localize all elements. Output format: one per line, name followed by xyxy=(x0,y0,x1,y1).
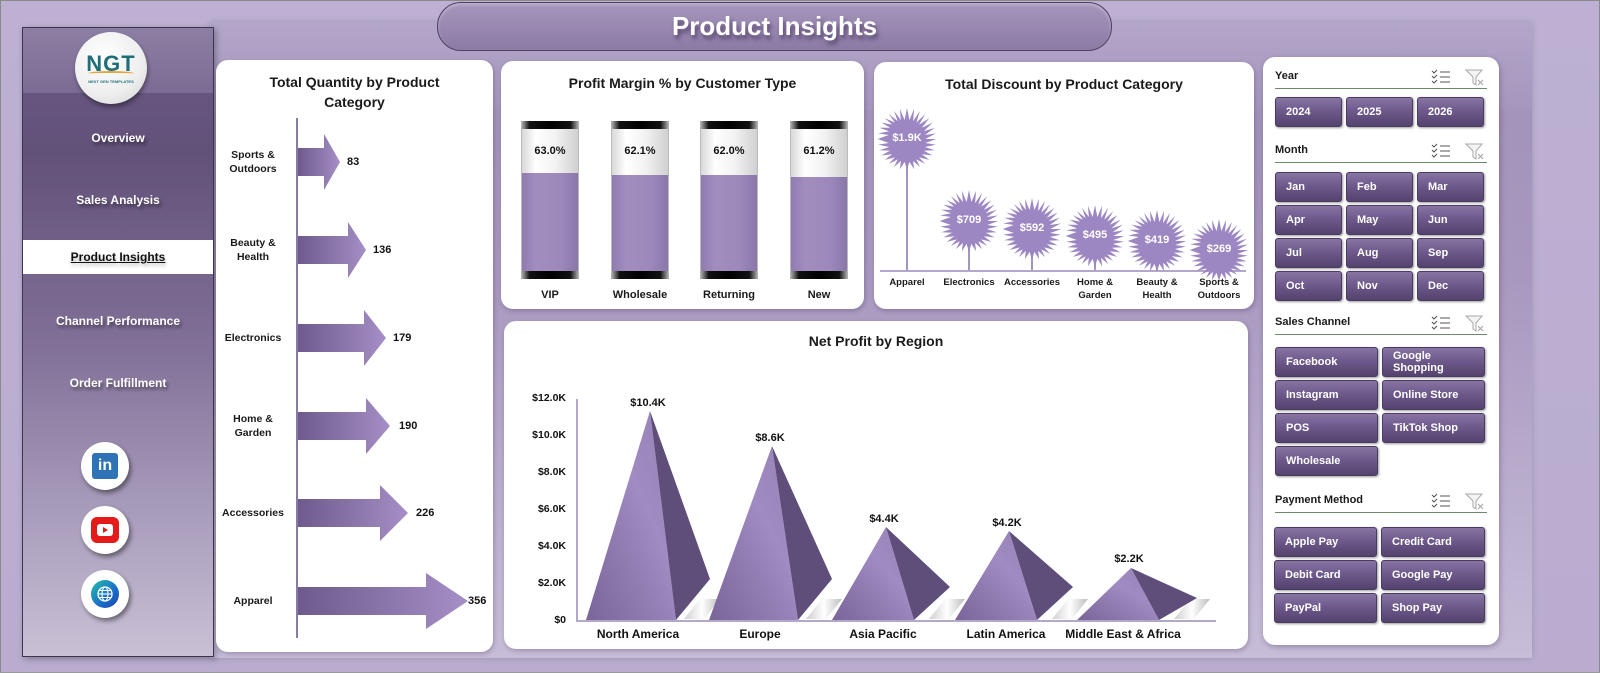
clear-filter-icon[interactable] xyxy=(1465,315,1485,333)
filter-panel: Year 2024 2025 2026 Month Jan Feb Mar Ap… xyxy=(1263,57,1499,645)
filter-channel-instagram[interactable]: Instagram xyxy=(1275,380,1378,410)
multi-select-icon[interactable] xyxy=(1431,493,1451,511)
multi-select-icon[interactable] xyxy=(1431,315,1451,333)
discount-chart-card: Total Discount by Product Category $1.9K… xyxy=(874,62,1254,309)
page-title-bar: Product Insights xyxy=(437,2,1112,51)
quantity-bar: Electronics 179 xyxy=(216,310,486,366)
globe-icon xyxy=(91,580,119,608)
filter-month-sep[interactable]: Sep xyxy=(1417,238,1484,268)
website-button[interactable] xyxy=(81,570,129,618)
filter-month-dec[interactable]: Dec xyxy=(1417,271,1484,301)
filter-payment-debit-card[interactable]: Debit Card xyxy=(1274,560,1377,590)
sidebar-item-product-insights[interactable]: Product Insights xyxy=(23,240,213,274)
ngt-logo: NGT NEXT GEN TEMPLATES xyxy=(75,32,147,104)
filter-payment-paypal[interactable]: PayPal xyxy=(1274,593,1377,623)
quantity-bar: Accessories 226 xyxy=(216,485,486,541)
arrow-bar xyxy=(298,485,408,541)
sidebar-item-order-fulfillment[interactable]: Order Fulfillment xyxy=(69,376,167,390)
quantity-bar: Home & Garden 190 xyxy=(216,398,486,454)
year-slicer-header: Year xyxy=(1275,67,1487,89)
arrow-bar xyxy=(298,134,340,190)
margin-bar-new: 61.2% xyxy=(790,121,848,279)
linkedin-icon: in xyxy=(92,453,118,479)
sales-channel-slicer-header: Sales Channel xyxy=(1275,313,1487,335)
arrow-bar xyxy=(298,573,468,629)
discount-baseline xyxy=(880,270,1246,272)
y-axis xyxy=(576,399,578,621)
filter-payment-google-pay[interactable]: Google Pay xyxy=(1381,560,1485,590)
margin-bar-returning: 62.0% xyxy=(700,121,758,279)
filter-year-2024[interactable]: 2024 xyxy=(1275,97,1342,127)
net-profit-card: Net Profit by Region $0 $2.0K $4.0K $6.0… xyxy=(504,321,1248,649)
filter-month-oct[interactable]: Oct xyxy=(1275,271,1342,301)
quantity-bar: Beauty & Health 136 xyxy=(216,222,486,278)
arrow-bar xyxy=(298,398,390,454)
quantity-chart-title: Total Quantity by Product Category xyxy=(269,74,440,110)
filter-payment-shop-pay[interactable]: Shop Pay xyxy=(1381,593,1485,623)
pyramid-bars xyxy=(586,411,1210,620)
filter-channel-online-store[interactable]: Online Store xyxy=(1382,380,1485,410)
profit-margin-card: Profit Margin % by Customer Type 63.0% V… xyxy=(501,61,864,309)
clear-filter-icon[interactable] xyxy=(1465,143,1485,161)
quantity-bar: Sports & Outdoors 83 xyxy=(216,134,486,190)
filter-month-jul[interactable]: Jul xyxy=(1275,238,1342,268)
filter-month-feb[interactable]: Feb xyxy=(1346,172,1413,202)
filter-year-2025[interactable]: 2025 xyxy=(1346,97,1413,127)
filter-month-jan[interactable]: Jan xyxy=(1275,172,1342,202)
filter-year-2026[interactable]: 2026 xyxy=(1417,97,1484,127)
linkedin-button[interactable]: in xyxy=(81,442,129,490)
margin-bar-wholesale: 62.1% xyxy=(611,121,669,279)
arrow-bar xyxy=(298,222,366,278)
month-slicer-header: Month xyxy=(1275,141,1487,163)
sidebar-item-channel-performance[interactable]: Channel Performance xyxy=(55,314,181,328)
profit-margin-title: Profit Margin % by Customer Type xyxy=(568,75,797,91)
multi-select-icon[interactable] xyxy=(1431,143,1451,161)
filter-payment-apple-pay[interactable]: Apple Pay xyxy=(1274,527,1377,557)
quantity-chart-card: Total Quantity by Product Category Sport… xyxy=(216,60,493,652)
x-axis xyxy=(576,620,1216,622)
youtube-icon xyxy=(91,517,119,543)
filter-payment-credit-card[interactable]: Credit Card xyxy=(1381,527,1485,557)
filter-month-jun[interactable]: Jun xyxy=(1417,205,1484,235)
filter-channel-tiktok-shop[interactable]: TikTok Shop xyxy=(1382,413,1485,443)
margin-bar-vip: 63.0% xyxy=(521,121,579,279)
filter-month-aug[interactable]: Aug xyxy=(1346,238,1413,268)
arrow-bar xyxy=(298,310,386,366)
clear-filter-icon[interactable] xyxy=(1465,69,1485,87)
quantity-bar: Apparel 356 xyxy=(216,573,486,629)
filter-month-nov[interactable]: Nov xyxy=(1346,271,1413,301)
quantity-axis xyxy=(296,118,298,638)
page-title: Product Insights xyxy=(671,11,878,41)
sidebar-item-overview[interactable]: Overview xyxy=(91,131,145,145)
net-profit-title: Net Profit by Region xyxy=(808,333,944,349)
sidebar: NGT NEXT GEN TEMPLATES Overview Sales An… xyxy=(22,27,214,657)
sidebar-item-sales-analysis[interactable]: Sales Analysis xyxy=(76,193,160,207)
bottom-strip xyxy=(0,672,1600,686)
filter-month-apr[interactable]: Apr xyxy=(1275,205,1342,235)
discount-chart-title: Total Discount by Product Category xyxy=(945,76,1183,92)
filter-channel-pos[interactable]: POS xyxy=(1275,413,1378,443)
multi-select-icon[interactable] xyxy=(1431,69,1451,87)
filter-channel-google-shopping[interactable]: Google Shopping xyxy=(1382,347,1485,377)
payment-method-slicer-header: Payment Method xyxy=(1275,491,1487,513)
filter-channel-facebook[interactable]: Facebook xyxy=(1275,347,1378,377)
filter-month-may[interactable]: May xyxy=(1346,205,1413,235)
youtube-button[interactable] xyxy=(81,506,129,554)
filter-month-mar[interactable]: Mar xyxy=(1417,172,1484,202)
filter-channel-wholesale[interactable]: Wholesale xyxy=(1275,446,1378,476)
clear-filter-icon[interactable] xyxy=(1465,493,1485,511)
